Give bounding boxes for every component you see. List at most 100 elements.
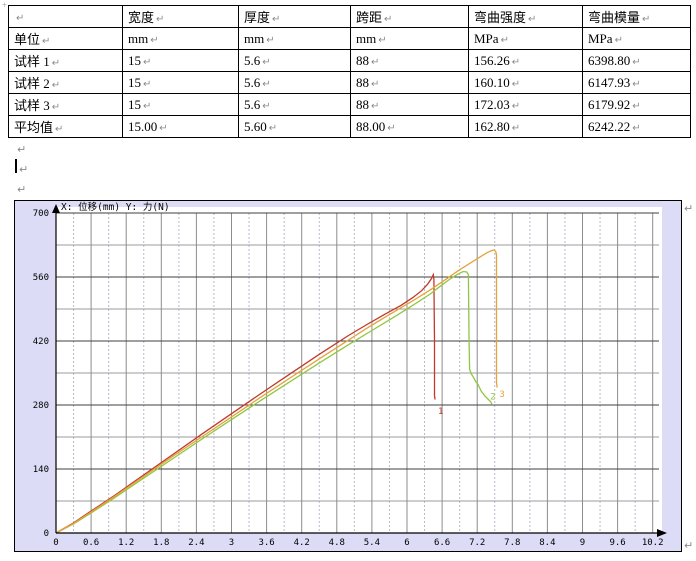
table-cell[interactable]: 试样 3 ↵ (8, 93, 123, 116)
table-cell[interactable]: 88 ↵ (350, 49, 469, 72)
end-of-cell-mark: ↵ (500, 34, 509, 46)
table-cell[interactable]: 15 ↵ (122, 93, 239, 116)
y-axis-arrow (52, 204, 60, 213)
cell-text: 试样 2 (14, 76, 50, 91)
end-of-cell-mark: ↵ (262, 78, 271, 90)
table-row: 试样 2 ↵ 15 ↵ 5.6 ↵ 88 ↵ 160.10 ↵ 6147.93 ↵ (8, 71, 691, 94)
paragraph-mark: ↵ (684, 539, 694, 552)
table-cell[interactable]: 5.60 ↵ (238, 115, 351, 138)
table-cell[interactable]: 单位 ↵ (8, 27, 123, 50)
table-cell[interactable]: 15.00 ↵ (122, 115, 239, 138)
x-tick-label: 4.2 (294, 538, 310, 548)
table-cell[interactable]: mm ↵ (122, 27, 239, 50)
table-cell[interactable]: 弯曲模量 ↵ (582, 5, 691, 28)
end-of-cell-mark: ↵ (384, 14, 393, 25)
table-cell[interactable]: ↵ (8, 5, 123, 28)
x-tick-label: 3.6 (258, 538, 274, 548)
end-of-cell-mark: ↵ (632, 122, 641, 134)
cell-text: 试样 3 (14, 98, 50, 113)
table-cell[interactable]: 6147.93 ↵ (582, 71, 691, 94)
table-cell[interactable]: 跨距 ↵ (350, 5, 469, 28)
x-tick-label: 2.4 (188, 538, 204, 548)
cell-text: mm (128, 30, 149, 46)
end-of-cell-mark: ↵ (511, 122, 521, 134)
table-cell[interactable]: 试样 2 ↵ (8, 71, 123, 94)
table-cell[interactable]: MPa ↵ (582, 27, 691, 50)
table-cell[interactable]: 5.6 ↵ (238, 71, 351, 94)
cell-text: 88.00 (356, 118, 386, 134)
table-cell[interactable]: 15 ↵ (122, 49, 239, 72)
table-cell[interactable]: 弯曲强度 ↵ (468, 5, 583, 28)
table-row: 试样 3 ↵ 15 ↵ 5.6 ↵ 88 ↵ 172.03 ↵ 6179.92 ↵ (8, 93, 691, 116)
cell-text: mm (356, 30, 377, 46)
table-cell[interactable]: 88 ↵ (350, 93, 469, 116)
cell-text: 弯曲强度 (474, 10, 527, 25)
paragraph-mark: ↵ (19, 163, 29, 176)
cell-text: 5.6 (244, 74, 261, 90)
table-cell[interactable]: MPa ↵ (468, 27, 583, 50)
series-label-3: 3 (499, 390, 504, 400)
cell-text: 5.60 (244, 118, 267, 134)
table-cell[interactable]: 156.26 ↵ (468, 49, 583, 72)
end-of-cell-mark: ↵ (266, 34, 275, 46)
table-cell[interactable]: 88.00 ↵ (350, 115, 469, 138)
end-of-cell-mark: ↵ (143, 78, 152, 90)
cell-text: 15 (128, 74, 141, 90)
cell-text: 弯曲模量 (588, 10, 641, 25)
end-of-cell-mark: ↵ (51, 58, 61, 69)
end-of-cell-mark: ↵ (51, 102, 61, 113)
end-of-cell-mark: ↵ (371, 100, 380, 112)
x-tick-label: 1.2 (118, 538, 134, 548)
end-of-cell-mark: ↵ (371, 78, 380, 90)
end-of-cell-mark: ↵ (150, 34, 159, 46)
cell-text: 6179.92 (588, 96, 631, 112)
x-tick-label: 0 (53, 538, 58, 548)
x-tick-label: 0.6 (83, 538, 99, 548)
table-cell[interactable]: mm ↵ (238, 27, 351, 50)
table-cell[interactable]: 宽度 ↵ (122, 5, 239, 28)
end-of-cell-mark: ↵ (378, 34, 387, 46)
table-cell[interactable]: 5.6 ↵ (238, 49, 351, 72)
cell-text: 88 (356, 74, 369, 90)
chart-canvas: 12 3X: 位移(mm) Y: 力(N)0 0.6 1.2 1.8 2.4 3 3.6 4.2… (33, 201, 667, 548)
force-displacement-chart[interactable]: 1 2 3 X: 位移(mm) Y: 力(N) 0 0.6 1.2 1.8 2.4 3 3.6 4.2… (14, 200, 682, 552)
cell-text: MPa (474, 30, 499, 46)
y-tick-label: 700 (33, 209, 49, 219)
table-cell[interactable]: 160.10 ↵ (468, 71, 583, 94)
table-cell[interactable]: 172.03 ↵ (468, 93, 583, 116)
cell-text: 平均值 (14, 120, 54, 135)
table-move-handle[interactable]: + (2, 0, 8, 10)
x-tick-label: 4.8 (329, 538, 345, 548)
table-cell[interactable]: 厚度 ↵ (238, 5, 351, 28)
cell-text: 172.03 (474, 96, 510, 112)
y-tick-label: 280 (33, 401, 49, 411)
end-of-cell-mark: ↵ (632, 56, 641, 68)
cell-text: 156.26 (474, 52, 510, 68)
cell-text: 5.6 (244, 96, 261, 112)
cell-text: 162.80 (474, 118, 510, 134)
table-cell[interactable]: mm ↵ (350, 27, 469, 50)
paragraph-mark: ↵ (684, 202, 694, 215)
end-of-cell-mark: ↵ (262, 56, 271, 68)
table-cell[interactable]: 88 ↵ (350, 71, 469, 94)
x-tick-label: 8.4 (539, 538, 555, 548)
table-cell[interactable]: 15 ↵ (122, 71, 239, 94)
x-tick-label: 10.2 (642, 538, 664, 548)
table-cell[interactable]: 162.80 ↵ (468, 115, 583, 138)
table-cell[interactable]: 6398.80 ↵ (582, 49, 691, 72)
x-tick-label: 6 (404, 538, 409, 548)
results-table: ↵ 宽度 ↵ 厚度 ↵ 跨距 ↵ 弯曲强度 ↵ 弯曲模量 ↵ 单位 ↵ mm ↵ mm ↵ mm ↵ MPa ↵ MPa ↵… (8, 5, 691, 138)
table-cell[interactable]: 6242.22 ↵ (582, 115, 691, 138)
end-of-cell-mark: ↵ (632, 78, 641, 90)
table-row: 平均值 ↵ 15.00 ↵ 5.60 ↵ 88.00 ↵ 162.80 ↵ 6242.22 ↵ (8, 115, 691, 138)
table-cell[interactable]: 5.6 ↵ (238, 93, 351, 116)
cell-text: 88 (356, 96, 369, 112)
table-cell[interactable]: 6179.92 ↵ (582, 93, 691, 116)
table-cell[interactable]: 试样 1 ↵ (8, 49, 123, 72)
table-cell[interactable]: 平均值 ↵ (8, 115, 123, 138)
text-cursor (15, 159, 17, 173)
paragraph-mark: ↵ (17, 183, 27, 196)
cell-text: 跨距 (356, 10, 383, 25)
end-of-cell-mark: ↵ (143, 100, 152, 112)
cell-text: 宽度 (128, 10, 155, 25)
